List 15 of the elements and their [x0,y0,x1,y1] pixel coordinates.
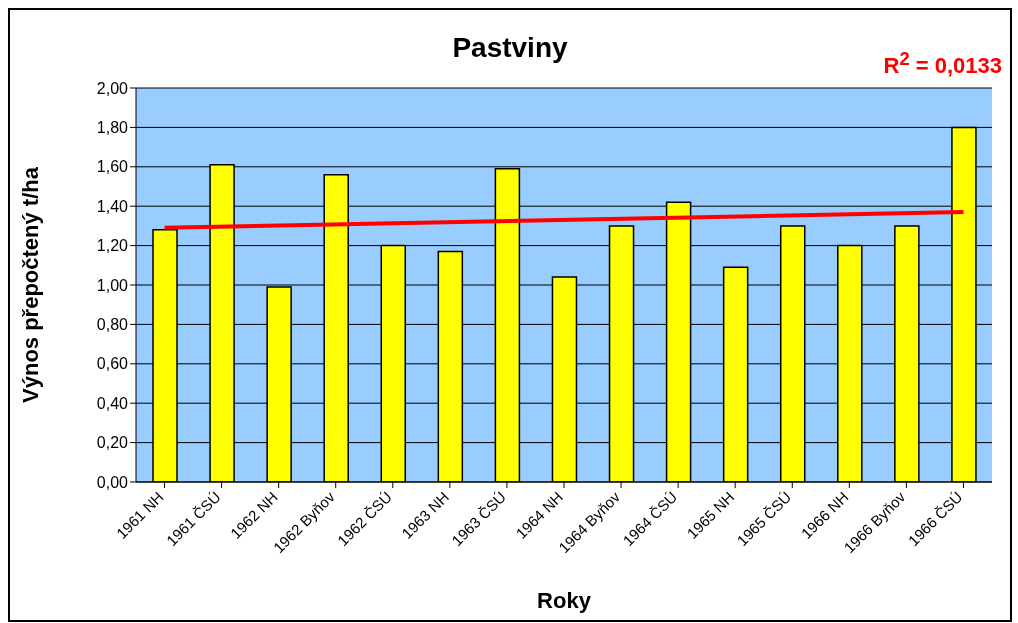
y-tick-label: 1,20 [96,237,129,255]
y-tick-label: 1,80 [96,119,129,137]
y-tick-label: 1,00 [96,276,129,294]
y-tick-label: 0,20 [96,434,129,452]
y-axis-title: Výnos přepočtený t/ha [17,166,43,403]
text: R$^{2}$ = 0,0133 [883,48,1002,80]
y-tick-label: 1,60 [96,158,129,176]
chart-title: Pastviny [452,32,568,63]
x-axis-title: Roky [537,588,592,613]
y-tick-label: 0,80 [96,316,129,334]
y-tick-label: 0,60 [96,355,129,373]
y-tick-label: 1,40 [96,197,129,215]
y-tick-label: 2,00 [96,79,129,97]
y-tick-label: 0,00 [96,473,129,491]
y-tick-label: 0,40 [96,394,129,412]
